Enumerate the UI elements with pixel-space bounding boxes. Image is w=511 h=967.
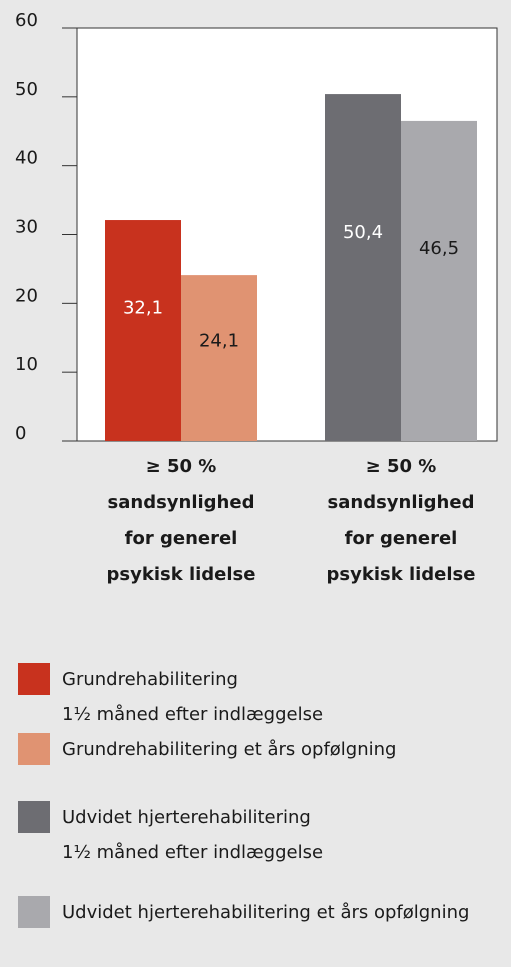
y-tick-label: 50 [15,79,38,100]
y-tick-label: 10 [15,354,38,375]
y-tick-label: 20 [15,285,38,306]
legend-swatch [18,733,50,765]
bar [181,275,257,441]
bar [325,94,401,441]
value-label: 46,5 [419,238,459,259]
legend-label: Grundrehabilitering 1½ måned efter indlæg… [62,669,323,725]
y-tick-label: 0 [15,423,26,444]
x-tick-label: ≥ 50 % sandsynlighed for generel psykisk li… [107,456,256,585]
bar [401,120,477,442]
legend-label: Udvidet hjerterehabilitering et års opfø… [62,902,469,923]
value-label: 24,1 [199,330,239,351]
y-tick-label: 40 [15,148,38,169]
y-tick-label: 60 [15,10,38,31]
value-label: 32,1 [123,297,163,318]
x-tick-label: ≥ 50 % sandsynlighed for generel psykisk li… [327,456,476,585]
y-tick-label: 30 [15,217,38,238]
legend-label: Grundrehabilitering et års opfølgning [62,739,396,760]
legend-swatch [18,801,50,833]
value-label: 50,4 [343,222,383,243]
legend-label: Udvidet hjerterehabilitering 1½ måned eft… [62,807,323,863]
legend-swatch [18,663,50,695]
bar [105,220,181,441]
legend-swatch [18,896,50,928]
